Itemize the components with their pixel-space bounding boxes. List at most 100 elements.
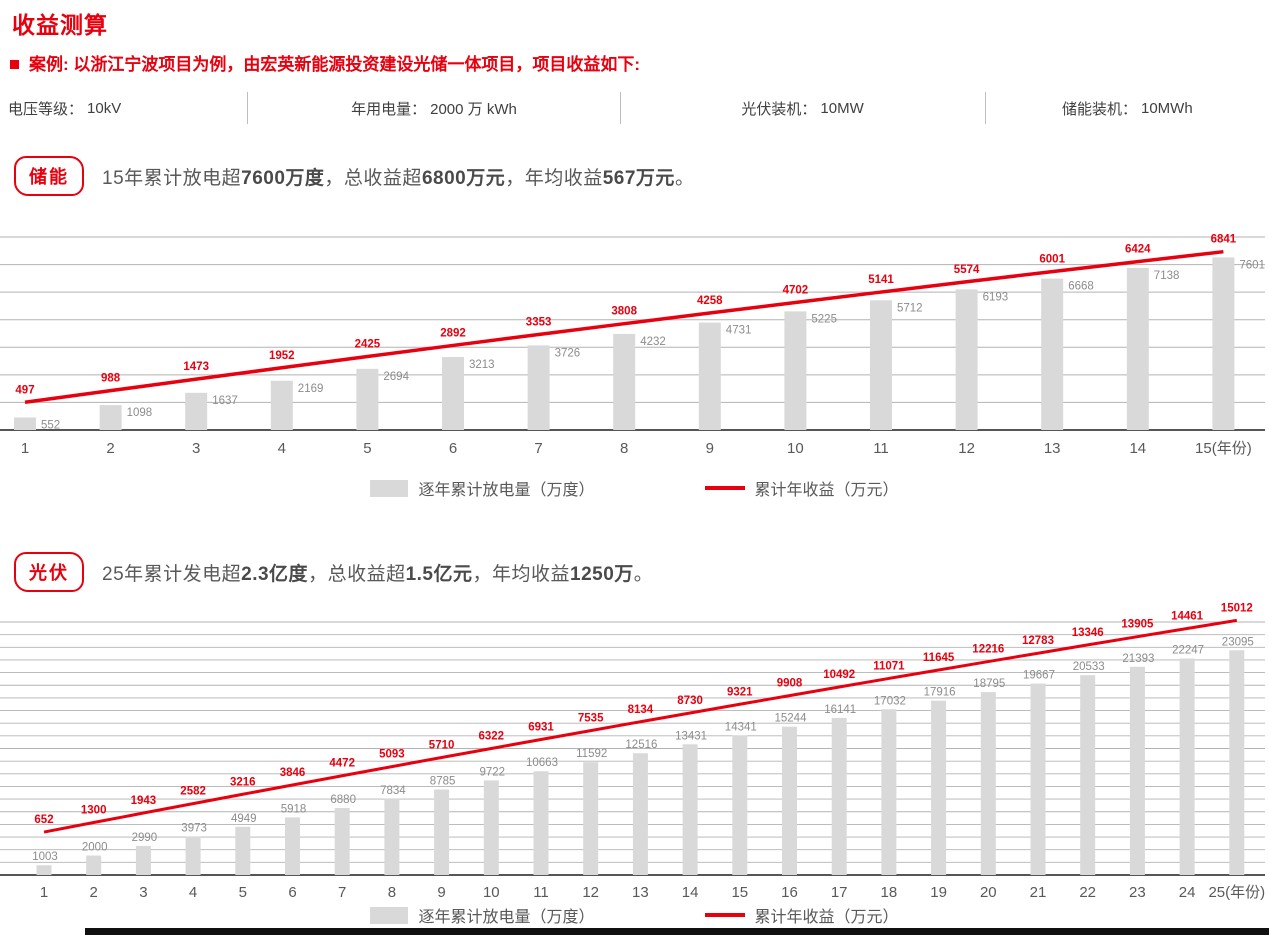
bar [1129,666,1145,875]
line-value-label: 8134 [628,704,654,716]
case-row: 案例: 以浙江宁波项目为例，由宏英新能源投资建设光储一体项目，项目收益如下: [10,54,640,75]
line-value-label: 13905 [1121,619,1154,631]
bar [1179,658,1195,875]
x-axis-label: 4 [278,440,286,457]
line-value-label: 1473 [183,361,209,373]
headline-segment: 567万元 [602,167,675,189]
x-axis-label: 14 [1129,440,1146,457]
x-axis-labels: 1 2 3 4 5 6 7 8 9 10 11 12 13 14 15 16 17 18 19 20 21 22 23 24 2… [40,884,1265,901]
info-annual-consumption: 年用电量： 2000 万 kWh [248,98,619,119]
headline-segment: ，总收益超 [308,563,406,585]
bar [270,380,293,430]
bar [1212,257,1235,430]
bar-value-label: 2000 [82,842,108,854]
bar [870,300,892,430]
x-axis-label: 23 [1129,884,1146,901]
bar-value-label: 1637 [212,395,238,407]
bar [185,392,208,430]
line-value-label: 2582 [180,786,206,798]
pv-chart: 1003 2000 2990 3973 4949 5918 6880 7834 8785 9722… [0,598,1269,904]
storage-chart-legend: 逐年累计放电量（万度） 累计年收益（万元） [0,476,1269,500]
line-value-label: 988 [101,373,121,385]
x-axis-label: 11 [873,440,889,457]
legend-label: 逐年累计放电量（万度） [418,482,595,499]
line-value-label: 4702 [783,284,809,296]
bar-value-label: 16141 [824,704,856,716]
chart-pv-svg: 1003200029903973494959186880783487859722… [0,602,1265,901]
bar-value-label: 5225 [811,313,837,325]
line-value-label: 9321 [727,686,753,698]
headline-segment: 15年累计放电超 [102,167,242,189]
bar [613,333,636,430]
bar-value-label: 19667 [1023,670,1055,682]
legend-label: 逐年累计放电量（万度） [418,909,595,926]
bar [533,771,549,875]
bar [1030,683,1046,875]
line-value-label: 4258 [697,295,723,307]
x-axis-label: 20 [980,884,997,901]
bar [527,345,550,430]
legend-item-line: 累计年收益（万元） [704,476,899,500]
headline-segment: ，年均收益 [505,167,603,189]
bullet-square-icon [10,60,19,69]
bar-value-label: 6668 [1068,281,1094,293]
x-axis-label: 25(年份) [1208,884,1265,901]
x-axis-label: 2 [90,884,98,901]
x-axis-label: 11 [533,884,549,901]
line-value-label: 14461 [1171,610,1204,622]
bar [955,289,978,430]
info-storage-capacity: 储能装机： 10MWh [986,98,1269,119]
x-axis-label: 2 [106,440,114,457]
info-value: 10MWh [1140,99,1193,117]
bar-value-label: 18795 [973,678,1005,690]
bar [356,368,379,430]
divider [247,92,249,124]
bar [583,762,599,875]
bar [99,405,122,430]
bar-value-label: 7834 [380,785,406,797]
bar-value-label: 17916 [924,687,956,699]
bar-value-label: 4731 [726,325,752,337]
info-value: 2000 万 kWh [430,100,517,118]
footer-bar [85,928,1269,935]
bar [36,865,52,875]
bar-value-label: 13431 [675,730,707,742]
bar [135,845,151,875]
line-value-label: 5574 [954,264,980,276]
storage-chart: 552 1098 1637 2169 2694 3213 3726 4232 4731 5225 5… [0,225,1269,475]
headline-segment: 1250万 [570,563,634,585]
bar-value-labels: 552 1098 1637 2169 2694 3213 3726 4232 4731 5225 5… [41,259,1265,431]
bar [1126,267,1149,430]
line-value-label: 2425 [355,339,381,351]
bar-value-label: 4949 [231,813,257,825]
legend-label: 累计年收益（万元） [754,909,899,926]
line-value-label: 15012 [1221,602,1253,614]
bar [86,855,102,875]
bar [732,735,748,875]
bar-value-label: 7138 [1154,270,1180,282]
x-axis-label: 21 [1030,884,1047,901]
info-label: 年用电量： [351,100,427,118]
line-swatch-icon [704,486,745,490]
line-value-label: 6931 [528,721,554,733]
bar-value-label: 3973 [181,822,207,834]
x-axis-label: 12 [958,440,975,457]
bar [384,798,400,875]
bar-value-label: 1003 [32,851,58,863]
x-axis-label: 3 [139,884,147,901]
bar-value-label: 6880 [330,794,356,806]
project-info-bar: 电压等级： 10kV 年用电量： 2000 万 kWh 光伏装机： 10MW 储… [0,90,1269,126]
bar-value-label: 2990 [132,832,158,844]
bar [784,311,807,430]
line-value-label: 5093 [379,749,405,761]
line-value-label: 6841 [1211,234,1237,246]
line-value-label: 1943 [131,795,157,807]
x-axis-label: 6 [449,440,457,457]
revenue-line [43,618,1238,834]
x-axis-label: 15 [731,884,748,901]
legend-label: 累计年收益（万元） [754,482,899,499]
x-axis-label: 1 [21,440,29,457]
x-axis-label: 8 [388,884,396,901]
line-value-label: 11071 [873,660,905,672]
pv-chart-legend: 逐年累计放电量（万度） 累计年收益（万元） [0,903,1269,927]
